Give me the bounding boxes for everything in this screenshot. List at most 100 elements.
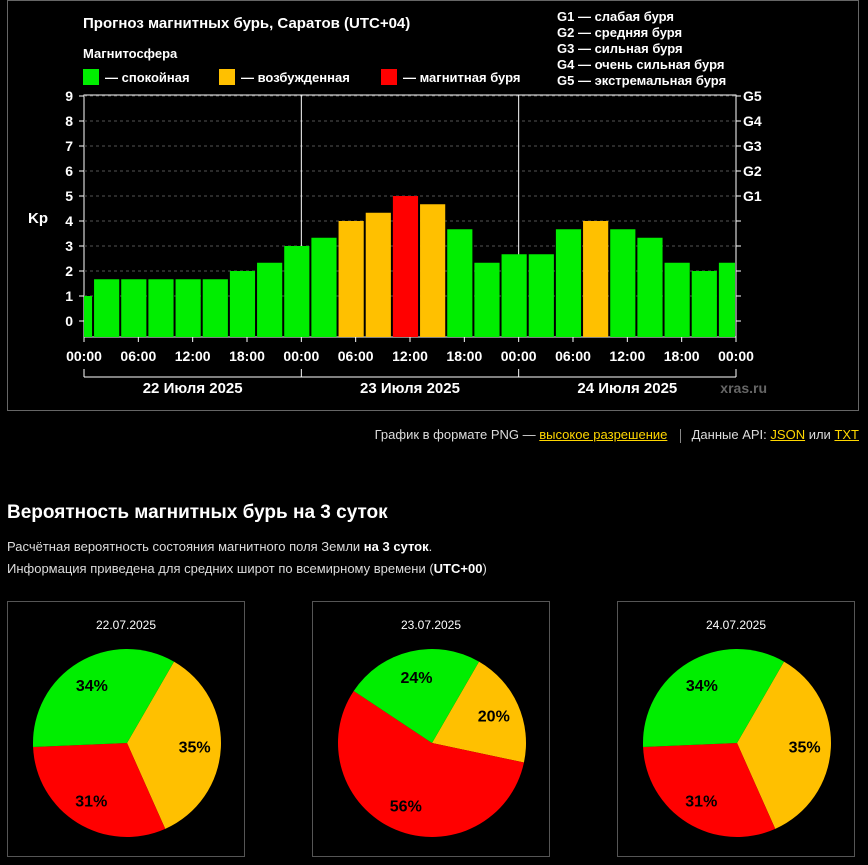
kp-bar: [420, 204, 446, 337]
legend-label: — возбужденная: [241, 70, 350, 85]
links-divider: [680, 428, 681, 443]
description-line-2: Информация приведена для средних широт п…: [7, 561, 487, 576]
kp-bar: [637, 237, 663, 337]
kp-bar: [392, 196, 419, 337]
x-tick-label: 12:00: [392, 348, 428, 364]
kp-bar: [474, 262, 500, 337]
legend-heading: Магнитосфера: [83, 46, 178, 61]
g-tick-label: G5: [743, 88, 762, 104]
pie-slice-quiet: [32, 648, 175, 747]
pie-label: 35%: [179, 740, 211, 757]
kp-bar: [84, 296, 93, 337]
day-label: 23 Июля 2025: [360, 380, 460, 397]
json-link[interactable]: JSON: [770, 427, 806, 442]
pie-label: 24%: [400, 670, 432, 687]
download-links: График в формате PNG — высокое разрешени…: [375, 427, 859, 443]
kp-bar: [202, 279, 228, 337]
legend-swatch: [219, 69, 235, 85]
kp-bar: [338, 221, 364, 337]
g-scale-item: G2 — средняя буря: [557, 25, 682, 40]
watermark: xras.ru: [720, 380, 767, 396]
pie-slice-storm: [338, 690, 524, 838]
g-scale-item: G3 — сильная буря: [557, 41, 683, 56]
pie-label: 35%: [789, 740, 821, 757]
y-tick-label: 5: [65, 188, 73, 204]
pie-card-day-1: 22.07.2025 35% 31% 34%: [7, 601, 245, 857]
txt-link[interactable]: TXT: [834, 427, 859, 442]
kp-forecast-chart: Прогноз магнитных бурь, Саратов (UTC+04)…: [7, 0, 859, 411]
pie-label: 34%: [686, 678, 718, 695]
pie-label: 20%: [478, 709, 510, 726]
y-tick-label: 3: [65, 238, 73, 254]
legend-swatch: [381, 69, 397, 85]
pie-label: 56%: [390, 798, 422, 815]
kp-bar: [501, 254, 527, 337]
plot-area: 0 1 2 3 4 5 6 7 8 9 G1 G2 G3 G4 G5 00:00 06:00 12:00 18:00…: [65, 88, 762, 397]
pie-slice-storm: [643, 743, 776, 837]
x-tick-label: 00:00: [66, 348, 102, 364]
x-tick-label: 18:00: [229, 348, 265, 364]
kp-bar: [257, 262, 283, 337]
g-tick-label: G3: [743, 138, 762, 154]
or-text: или: [808, 427, 831, 442]
g-tick-label: G2: [743, 163, 762, 179]
kp-bar: [718, 262, 735, 337]
kp-bar: [229, 271, 256, 337]
y-axis-label: Kp: [28, 210, 48, 227]
legend-label: — магнитная буря: [403, 70, 520, 85]
y-tick-label: 4: [65, 213, 73, 229]
pie-card-day-2: 23.07.2025 20% 56% 24%: [312, 601, 550, 857]
pie-slice-active: [127, 661, 221, 829]
probability-title: Вероятность магнитных бурь на 3 суток: [7, 502, 388, 523]
pie-card-day-3: 24.07.2025 35% 31% 34%: [617, 601, 855, 857]
kp-bar: [691, 271, 717, 337]
x-tick-label: 18:00: [446, 348, 482, 364]
pie-slice-active: [737, 661, 831, 829]
y-tick-label: 2: [65, 263, 73, 279]
kp-bar: [610, 229, 636, 337]
png-text: График в формате PNG —: [374, 427, 536, 442]
day-label: 22 Июля 2025: [143, 380, 243, 397]
g-scale-item: G4 — очень сильная буря: [557, 57, 724, 72]
pie-date: 24.07.2025: [705, 618, 767, 632]
legend: — спокойная — возбужденная — магнитная бур…: [83, 69, 520, 85]
kp-bar: [447, 229, 473, 337]
y-tick-label: 8: [65, 113, 73, 129]
probability-description: Расчётная вероятность состояния магнитно…: [7, 536, 487, 580]
x-tick-label: 00:00: [501, 348, 537, 364]
kp-bar: [311, 237, 337, 337]
pie-slice-quiet: [642, 648, 784, 747]
pie-date: 22.07.2025: [95, 618, 157, 632]
kp-bar: [94, 279, 120, 337]
y-tick-label: 9: [65, 88, 73, 104]
legend-label: — спокойная: [105, 70, 190, 85]
pie-label: 31%: [75, 794, 107, 811]
pie-chart: 20% 56% 24%: [338, 648, 527, 838]
y-tick-label: 6: [65, 163, 73, 179]
g-scale-item: G1 — слабая буря: [557, 9, 674, 24]
legend-swatch: [83, 69, 99, 85]
g-scale-item: G5 — экстремальная буря: [557, 73, 726, 88]
chart-title: Прогноз магнитных бурь, Саратов (UTC+04): [83, 15, 410, 32]
x-tick-label: 06:00: [555, 348, 591, 364]
kp-bar: [664, 262, 690, 337]
pie-slice-storm: [33, 743, 166, 837]
x-tick-label: 18:00: [664, 348, 700, 364]
high-res-link[interactable]: высокое разрешение: [539, 427, 668, 442]
y-tick-label: 1: [65, 288, 73, 304]
kp-bar: [583, 221, 609, 337]
api-text: Данные API:: [691, 427, 767, 442]
pie-slice-quiet: [353, 648, 479, 743]
x-tick-label: 06:00: [338, 348, 374, 364]
pie-label: 34%: [76, 678, 108, 695]
y-tick-label: 7: [65, 138, 73, 154]
kp-bar: [148, 279, 174, 337]
pie-chart: 35% 31% 34%: [642, 648, 831, 837]
kp-bar: [121, 279, 147, 337]
kp-bar: [365, 212, 391, 337]
x-tick-label: 12:00: [609, 348, 645, 364]
day-label: 24 Июля 2025: [577, 380, 677, 397]
pie-chart: 35% 31% 34%: [32, 648, 221, 837]
x-tick-label: 00:00: [283, 348, 319, 364]
